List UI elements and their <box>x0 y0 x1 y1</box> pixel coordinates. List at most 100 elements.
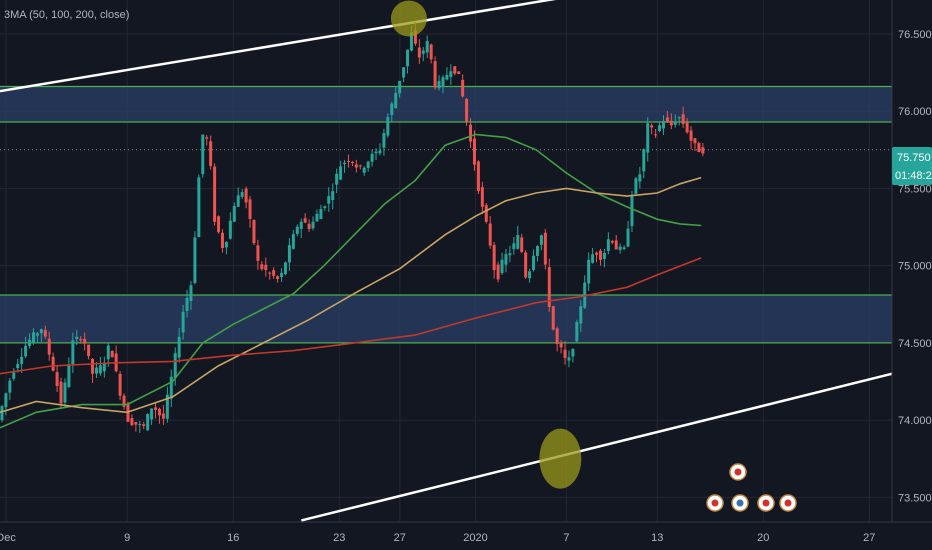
candle-body <box>106 345 110 360</box>
candle-body <box>177 336 181 358</box>
candle-body <box>512 243 516 250</box>
candle-body <box>173 353 177 379</box>
candle-body <box>417 47 421 58</box>
candle-body <box>610 240 614 243</box>
candle-body <box>563 349 567 358</box>
candle-body <box>63 382 67 403</box>
candle-body <box>421 50 425 54</box>
candle-body <box>445 74 449 80</box>
time-tick-label: 7 <box>563 532 569 544</box>
candle-body <box>571 348 575 357</box>
candle-body <box>591 254 595 263</box>
candle-body <box>618 246 622 250</box>
candle-body <box>197 177 201 238</box>
candle-body <box>31 332 35 343</box>
candle-body <box>256 245 260 261</box>
candle-body <box>681 114 685 124</box>
price-tick-label: 73.500 <box>898 492 932 504</box>
candle-body <box>287 245 291 263</box>
event-icons[interactable] <box>706 463 797 512</box>
candle-body <box>43 330 47 337</box>
candle-body <box>193 237 197 283</box>
candle-body <box>71 340 75 365</box>
candle-body <box>508 253 512 256</box>
candle-body <box>567 357 571 361</box>
candle-body <box>697 142 701 153</box>
channel-line <box>0 0 557 93</box>
candle-body <box>94 367 98 374</box>
time-axis[interactable]: Dec 9 16 23 27 2020 7 13 20 27 <box>0 521 932 550</box>
candle-body <box>276 276 280 280</box>
candle-body <box>303 218 307 223</box>
candle-body <box>165 394 169 419</box>
candle-body <box>122 395 126 407</box>
circle-marker <box>539 428 582 489</box>
candle-body <box>55 372 59 386</box>
candle-body <box>598 250 602 260</box>
candle-body <box>587 259 591 284</box>
candle-body <box>528 271 532 279</box>
time-tick-label: 20 <box>757 532 769 544</box>
candle-body <box>240 192 244 197</box>
candle-body <box>425 40 429 53</box>
candle-body <box>295 226 299 234</box>
time-tick-label: 27 <box>863 532 875 544</box>
zone-band <box>0 86 892 123</box>
candle-body <box>319 209 323 220</box>
candle-body <box>209 141 213 166</box>
candle-body <box>575 322 579 342</box>
support-resistance-zones <box>0 85 892 344</box>
candle-body <box>185 297 189 311</box>
candle-body <box>559 343 563 348</box>
candle-body <box>500 259 504 273</box>
candle-body <box>669 120 673 126</box>
countdown-label: 01:48:24 <box>895 170 932 182</box>
candle-body <box>110 350 114 358</box>
event-icon-dot <box>784 499 792 507</box>
candle-body <box>142 424 146 426</box>
candle-body <box>59 381 63 404</box>
price-tick-label: 74.000 <box>898 415 932 427</box>
candle-body <box>252 220 256 244</box>
price-axis-background <box>892 0 932 550</box>
candle-body <box>346 160 350 162</box>
price-axis[interactable]: 73.500 74.000 74.500 75.000 75.500 76.000 76.5… <box>891 0 932 550</box>
candle-body <box>382 133 386 148</box>
candle-body <box>453 66 457 74</box>
candle-body <box>39 329 43 334</box>
candle-body <box>665 117 669 122</box>
candle-body <box>47 338 51 355</box>
time-tick-label: 27 <box>394 532 406 544</box>
candle-body <box>685 122 689 133</box>
candle-body <box>24 345 28 357</box>
candle-body <box>16 364 20 369</box>
candle-body <box>374 151 378 154</box>
time-tick-label: 2020 <box>463 532 487 544</box>
candle-body <box>386 117 390 136</box>
candle-body <box>118 373 122 396</box>
candle-body <box>28 339 32 346</box>
candle-body <box>394 93 398 109</box>
candle-body <box>339 166 343 180</box>
candle-body <box>465 98 469 122</box>
candle-body <box>469 124 473 142</box>
candle-body <box>91 358 95 374</box>
candle-body <box>634 178 638 194</box>
candle-body <box>67 364 71 388</box>
candle-body <box>150 408 154 420</box>
candle-body <box>476 161 480 191</box>
candle-body <box>327 196 331 204</box>
channel-line <box>301 372 893 522</box>
candle-body <box>315 213 319 222</box>
candle-body <box>457 71 461 74</box>
candle-body <box>244 188 248 203</box>
candle-body <box>504 254 508 265</box>
candle-body <box>614 240 618 250</box>
candle-body <box>307 223 311 230</box>
time-tick-label: 23 <box>333 532 345 544</box>
price-tick-label: 74.500 <box>898 338 932 350</box>
circle-markers <box>390 0 582 489</box>
indicator-legend[interactable]: 3MA (50, 100, 200, close) <box>4 9 129 21</box>
candle-body <box>205 137 209 139</box>
